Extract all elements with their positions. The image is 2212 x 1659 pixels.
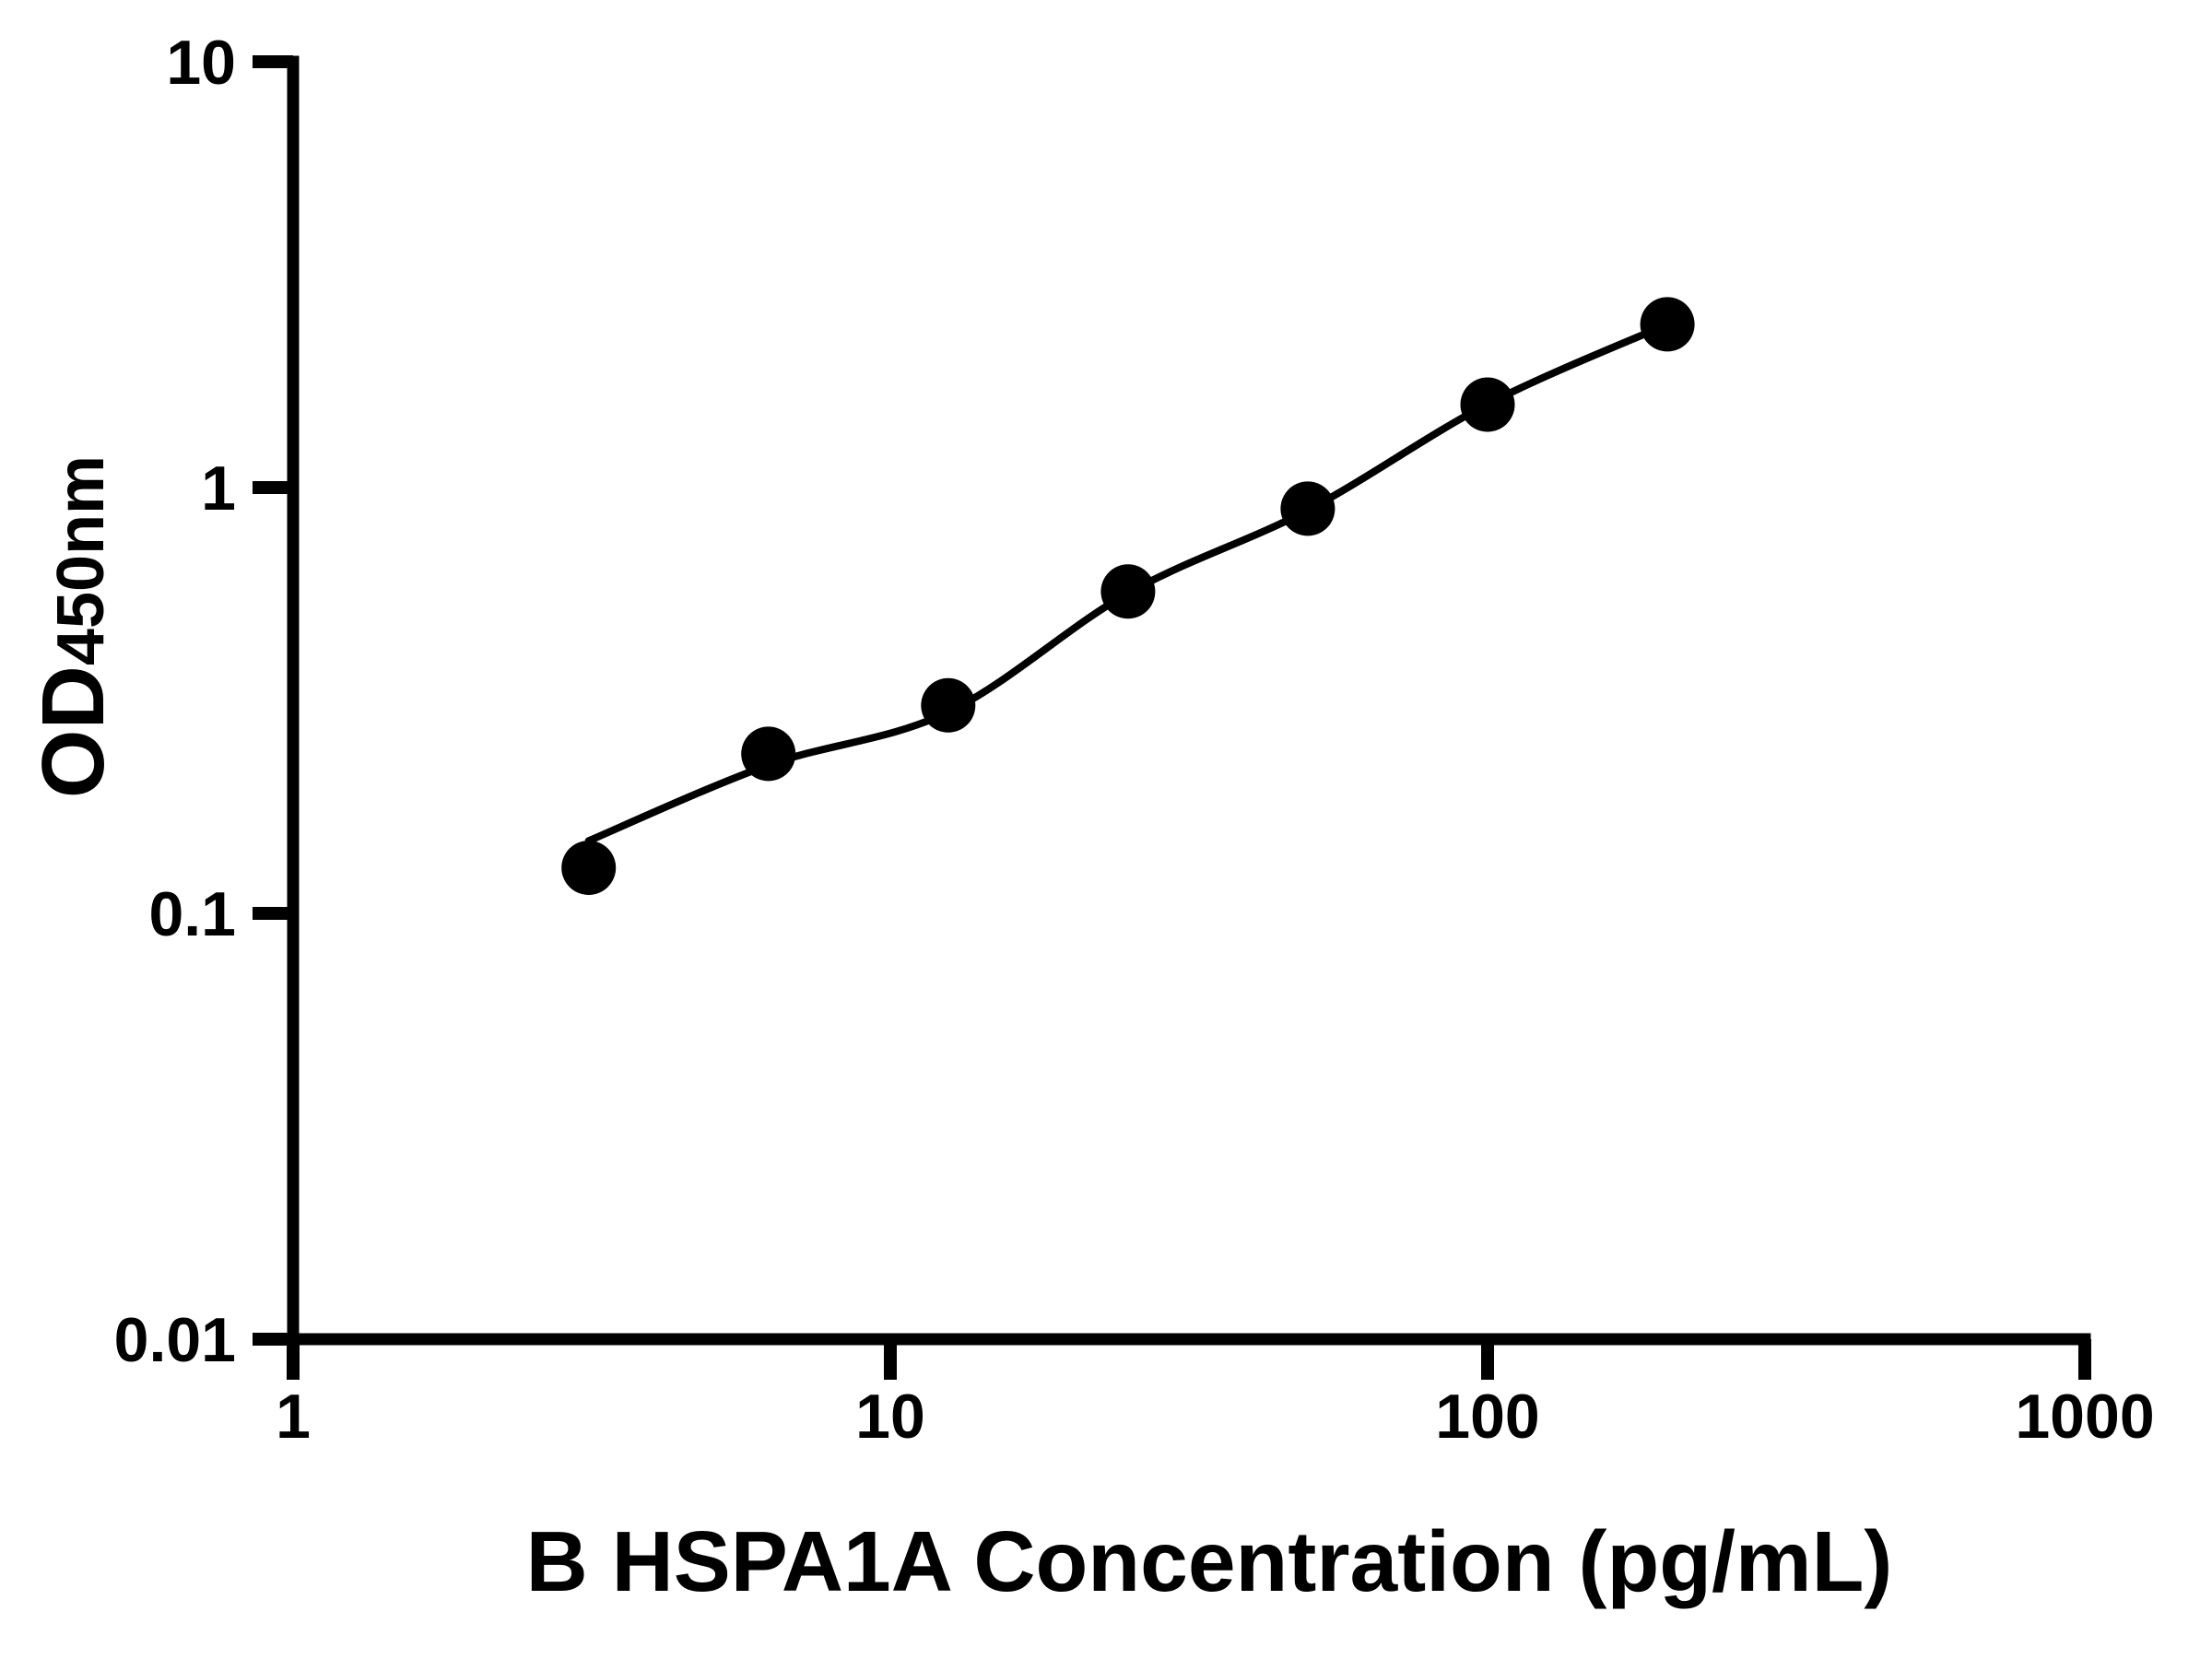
x-tick-label: 1 <box>276 1382 311 1452</box>
data-point <box>1640 297 1695 352</box>
y-tick-label: 0.01 <box>114 1305 236 1375</box>
y-tick-label: 10 <box>166 28 236 98</box>
y-tick-label: 1 <box>201 453 236 524</box>
x-axis-title: B HSPA1A Concentration (pg/mL) <box>526 1513 1893 1609</box>
x-tick-label: 100 <box>1435 1382 1539 1452</box>
x-tick-label: 1000 <box>2015 1382 2154 1452</box>
y-axis-title: OD450nm <box>24 455 123 798</box>
data-point <box>741 726 796 782</box>
data-point <box>1460 377 1515 432</box>
x-tick-label: 10 <box>855 1382 925 1452</box>
data-point <box>1100 564 1156 619</box>
axes <box>287 55 2091 1346</box>
data-point <box>561 841 617 895</box>
y-tick-label: 0.1 <box>148 879 236 949</box>
y-axis-title-subscript: 450nm <box>44 455 118 665</box>
tick-labels: 10 1 0.1 0.01 1 10 100 1000 <box>114 28 2155 1452</box>
data-point <box>921 677 976 733</box>
data-point <box>1280 481 1335 536</box>
y-axis-title-main: OD <box>24 665 123 798</box>
plot-series <box>561 297 1695 895</box>
tick-marks <box>253 55 2091 1380</box>
